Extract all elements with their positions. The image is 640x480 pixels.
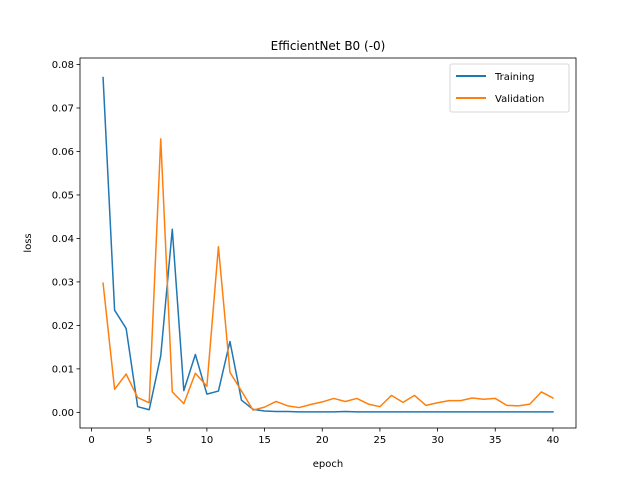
series-line-validation <box>102 138 554 411</box>
x-tick-label: 40 <box>547 435 560 446</box>
x-tick-label: 10 <box>201 435 214 446</box>
y-axis-label: loss <box>23 233 34 252</box>
y-axis-ticks: 0.00 0.01 0.02 0.03 0.04 0.05 0.06 0.07 0.08 <box>52 60 80 419</box>
x-axis-ticks: 0 5 10 15 20 25 30 35 40 <box>88 428 559 446</box>
x-axis-label: epoch <box>313 459 343 470</box>
y-tick-label: 0.01 <box>52 364 74 375</box>
y-tick-label: 0.02 <box>52 321 74 332</box>
plot-area <box>102 76 554 413</box>
y-tick-label: 0.06 <box>52 147 74 158</box>
x-tick-label: 30 <box>431 435 444 446</box>
chart-title: EfficientNet B0 (-0) <box>271 39 386 53</box>
axes-frame <box>79 57 577 429</box>
y-tick-label: 0.04 <box>52 234 74 245</box>
y-tick-label: 0.08 <box>52 60 74 71</box>
x-tick-label: 0 <box>88 435 94 446</box>
x-tick-label: 20 <box>316 435 329 446</box>
x-tick-label: 25 <box>374 435 387 446</box>
legend-label-training: Training <box>494 72 534 83</box>
y-tick-label: 0.07 <box>52 104 74 115</box>
y-tick-label: 0.03 <box>52 277 74 288</box>
x-tick-label: 5 <box>146 435 152 446</box>
legend-label-validation: Validation <box>495 94 544 105</box>
y-tick-label: 0.00 <box>52 408 74 419</box>
series-layer <box>102 76 554 413</box>
legend: Training Validation <box>449 63 570 113</box>
x-tick-label: 35 <box>489 435 502 446</box>
x-tick-label: 15 <box>258 435 271 446</box>
y-tick-label: 0.05 <box>52 190 74 201</box>
series-line-training <box>102 76 554 413</box>
